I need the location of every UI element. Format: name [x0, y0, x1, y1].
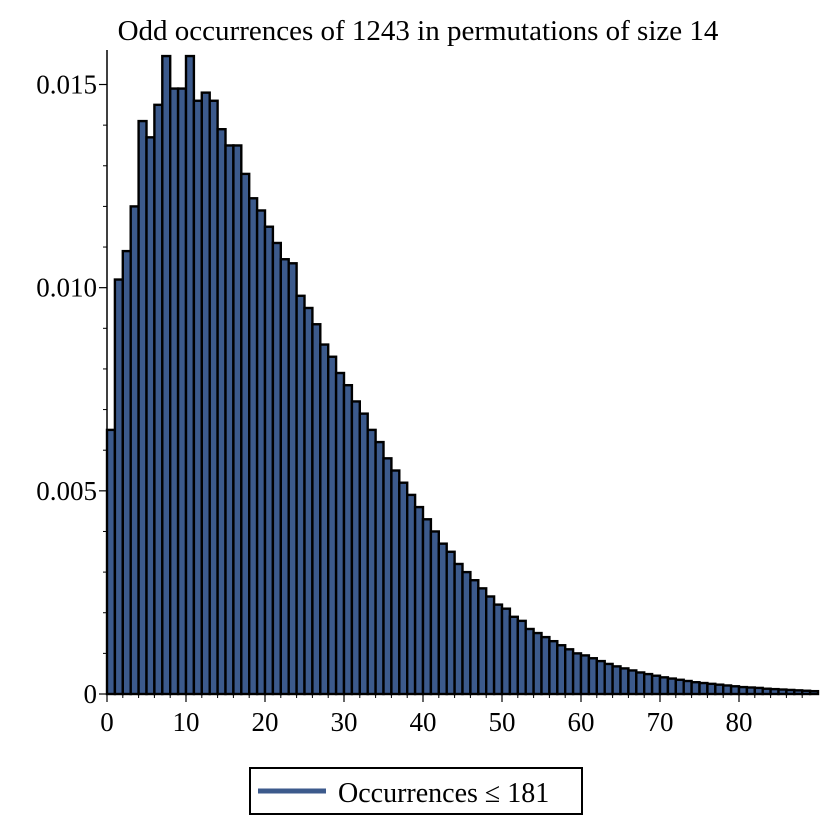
x-tick-label: 80: [726, 707, 753, 737]
y-tick-label: 0: [84, 679, 98, 709]
x-tick-label: 50: [489, 707, 516, 737]
x-tick-label: 70: [647, 707, 674, 737]
y-tick-label: 0.010: [36, 273, 97, 303]
x-tick-label: 30: [331, 707, 358, 737]
x-tick-label: 0: [100, 707, 114, 737]
x-tick-label: 40: [410, 707, 437, 737]
x-tick-label: 10: [173, 707, 200, 737]
x-tick-label: 60: [568, 707, 595, 737]
legend: Occurrences ≤ 181: [249, 767, 583, 815]
y-tick-label: 0.005: [36, 476, 97, 506]
x-tick-label: 20: [252, 707, 279, 737]
bars-group: [105, 54, 820, 696]
axes-group: 0 10 20 30 40 50 60 70 80 0 0.005 0.010 0.015: [36, 50, 818, 737]
legend-label: Occurrences ≤ 181: [338, 778, 549, 809]
chart-title: Odd occurrences of 1243 in permutations …: [118, 15, 719, 47]
y-tick-label: 0.015: [36, 70, 97, 100]
